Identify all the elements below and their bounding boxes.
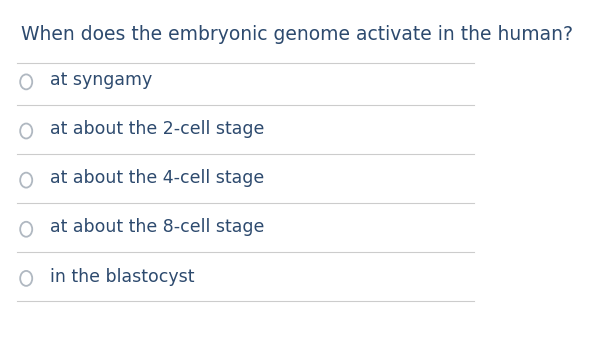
Text: at about the 2-cell stage: at about the 2-cell stage (50, 120, 264, 138)
Text: at about the 8-cell stage: at about the 8-cell stage (50, 219, 264, 236)
Text: at about the 4-cell stage: at about the 4-cell stage (50, 169, 264, 187)
Text: When does the embryonic genome activate in the human?: When does the embryonic genome activate … (21, 25, 573, 44)
Text: in the blastocyst: in the blastocyst (50, 268, 194, 286)
Text: at syngamy: at syngamy (50, 71, 152, 89)
